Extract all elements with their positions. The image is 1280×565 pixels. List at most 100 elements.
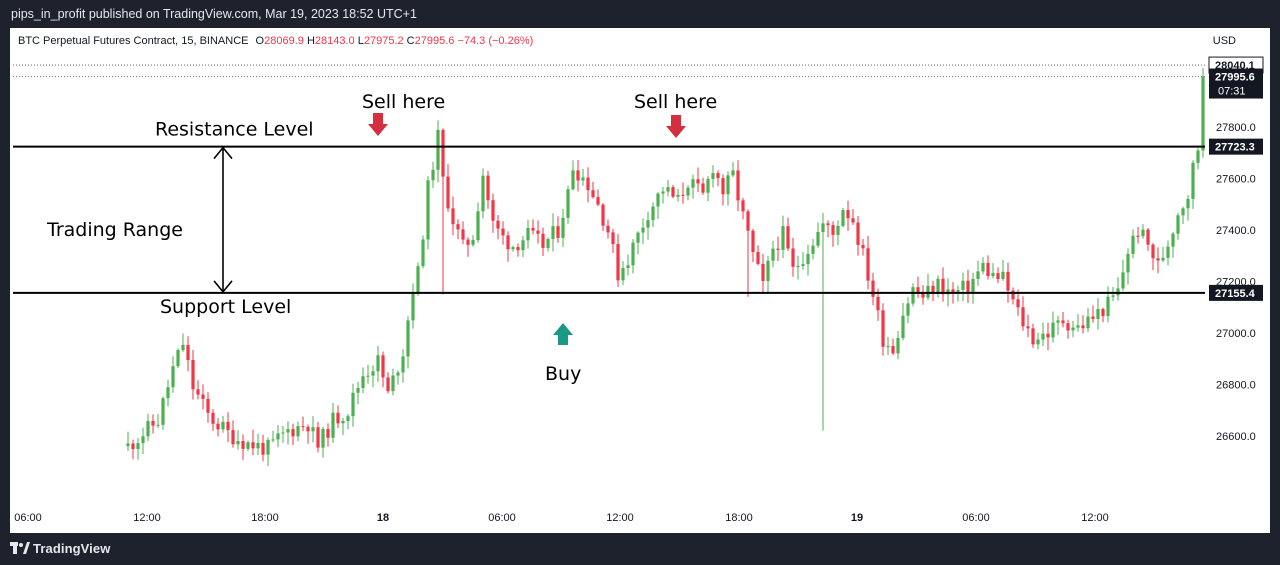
range-arrow-bottom	[213, 280, 233, 294]
candle-body	[656, 193, 660, 207]
candle	[1156, 247, 1160, 274]
candle-body	[1111, 295, 1115, 297]
candle-body	[211, 412, 215, 424]
candle	[196, 380, 200, 400]
candle-body	[1176, 215, 1180, 234]
candle	[756, 245, 760, 266]
candle-body	[676, 194, 680, 197]
candle-body	[521, 240, 525, 251]
candlestick-chart[interactable]: Resistance Level Support Level Trading Ran…	[10, 28, 1270, 533]
candle-body	[401, 356, 405, 373]
candle-body	[421, 239, 425, 267]
candle-body	[876, 296, 880, 311]
candle-body	[261, 442, 265, 455]
candle-body	[901, 315, 905, 339]
candle-body	[641, 227, 645, 233]
candle-body	[1196, 150, 1200, 163]
candle-body	[251, 442, 255, 449]
candle	[1126, 248, 1130, 285]
candle	[201, 384, 205, 410]
candle	[936, 275, 940, 298]
candle-body	[126, 443, 130, 447]
candle-body	[926, 285, 930, 298]
candle-body	[281, 432, 285, 434]
candle	[276, 425, 280, 448]
candle	[901, 302, 905, 341]
candle	[776, 236, 780, 262]
high-value: 28143.0	[314, 35, 355, 47]
candle	[726, 171, 730, 206]
candle	[286, 421, 290, 445]
sell-arrow-1-icon	[368, 113, 388, 136]
candle	[221, 415, 225, 433]
candle-body	[621, 268, 625, 281]
close-value: 27995.6	[414, 35, 455, 47]
candle-body	[391, 375, 395, 392]
candle-body	[466, 239, 470, 245]
candle-body	[446, 176, 450, 209]
candle	[851, 209, 855, 226]
candle	[171, 356, 175, 393]
time-tick-label: 18:00	[725, 512, 753, 524]
buy-label: Buy	[545, 363, 581, 385]
candle-body	[916, 287, 920, 293]
time-tick-label: 06:00	[488, 512, 516, 524]
candle	[931, 280, 935, 302]
candle	[706, 176, 710, 201]
candle-body	[461, 229, 465, 240]
candle-body	[1031, 328, 1035, 345]
candle	[721, 174, 725, 206]
support-price-badge-text: 27155.4	[1215, 288, 1256, 300]
candle	[601, 203, 605, 231]
candle-body	[226, 421, 230, 431]
price-tick-label: 27800.0	[1216, 122, 1256, 134]
support-price-badge: 27155.4	[1209, 284, 1263, 301]
candle-body	[801, 264, 805, 266]
candle	[881, 303, 885, 356]
candle-body	[816, 231, 820, 246]
candle-body	[376, 355, 380, 372]
candle-body	[566, 189, 570, 218]
candle	[961, 272, 965, 302]
currency-label[interactable]: USD	[1212, 35, 1236, 47]
candle-body	[776, 248, 780, 250]
candle	[381, 351, 385, 388]
candle-body	[511, 247, 515, 250]
time-tick-label: 06:00	[962, 512, 990, 524]
candle	[836, 220, 840, 246]
candle	[1071, 320, 1075, 338]
candle	[676, 188, 680, 202]
candle-body	[336, 412, 340, 424]
footer: TradingView	[0, 535, 1280, 565]
publish-header: pips_in_profit published on TradingView.…	[0, 0, 1280, 28]
candle	[541, 227, 545, 257]
candle	[486, 170, 490, 209]
candle-body	[986, 262, 990, 277]
candle-body	[1156, 258, 1160, 261]
candle	[326, 423, 330, 447]
chart-panel[interactable]: Resistance Level Support Level Trading Ran…	[10, 28, 1270, 533]
candle-body	[1126, 253, 1130, 273]
candle-body	[271, 439, 275, 441]
candle	[126, 431, 130, 451]
candle	[861, 238, 865, 256]
candle-body	[826, 223, 830, 226]
candle-body	[296, 426, 300, 437]
candle	[301, 416, 305, 432]
candle-body	[851, 218, 855, 223]
candle-body	[1136, 235, 1140, 237]
candle-body	[1021, 307, 1025, 327]
candle-body	[1096, 309, 1100, 319]
candle	[546, 237, 550, 252]
candle	[631, 239, 635, 274]
candle	[156, 414, 160, 429]
candle	[611, 228, 615, 253]
candle-body	[366, 375, 370, 377]
candle-body	[561, 217, 565, 238]
candle-body	[861, 244, 865, 249]
candle-body	[1051, 322, 1055, 338]
candle-body	[306, 426, 310, 432]
candle-body	[311, 427, 315, 432]
candle-body	[1166, 246, 1170, 258]
countdown-label: 07:31	[1218, 86, 1246, 98]
